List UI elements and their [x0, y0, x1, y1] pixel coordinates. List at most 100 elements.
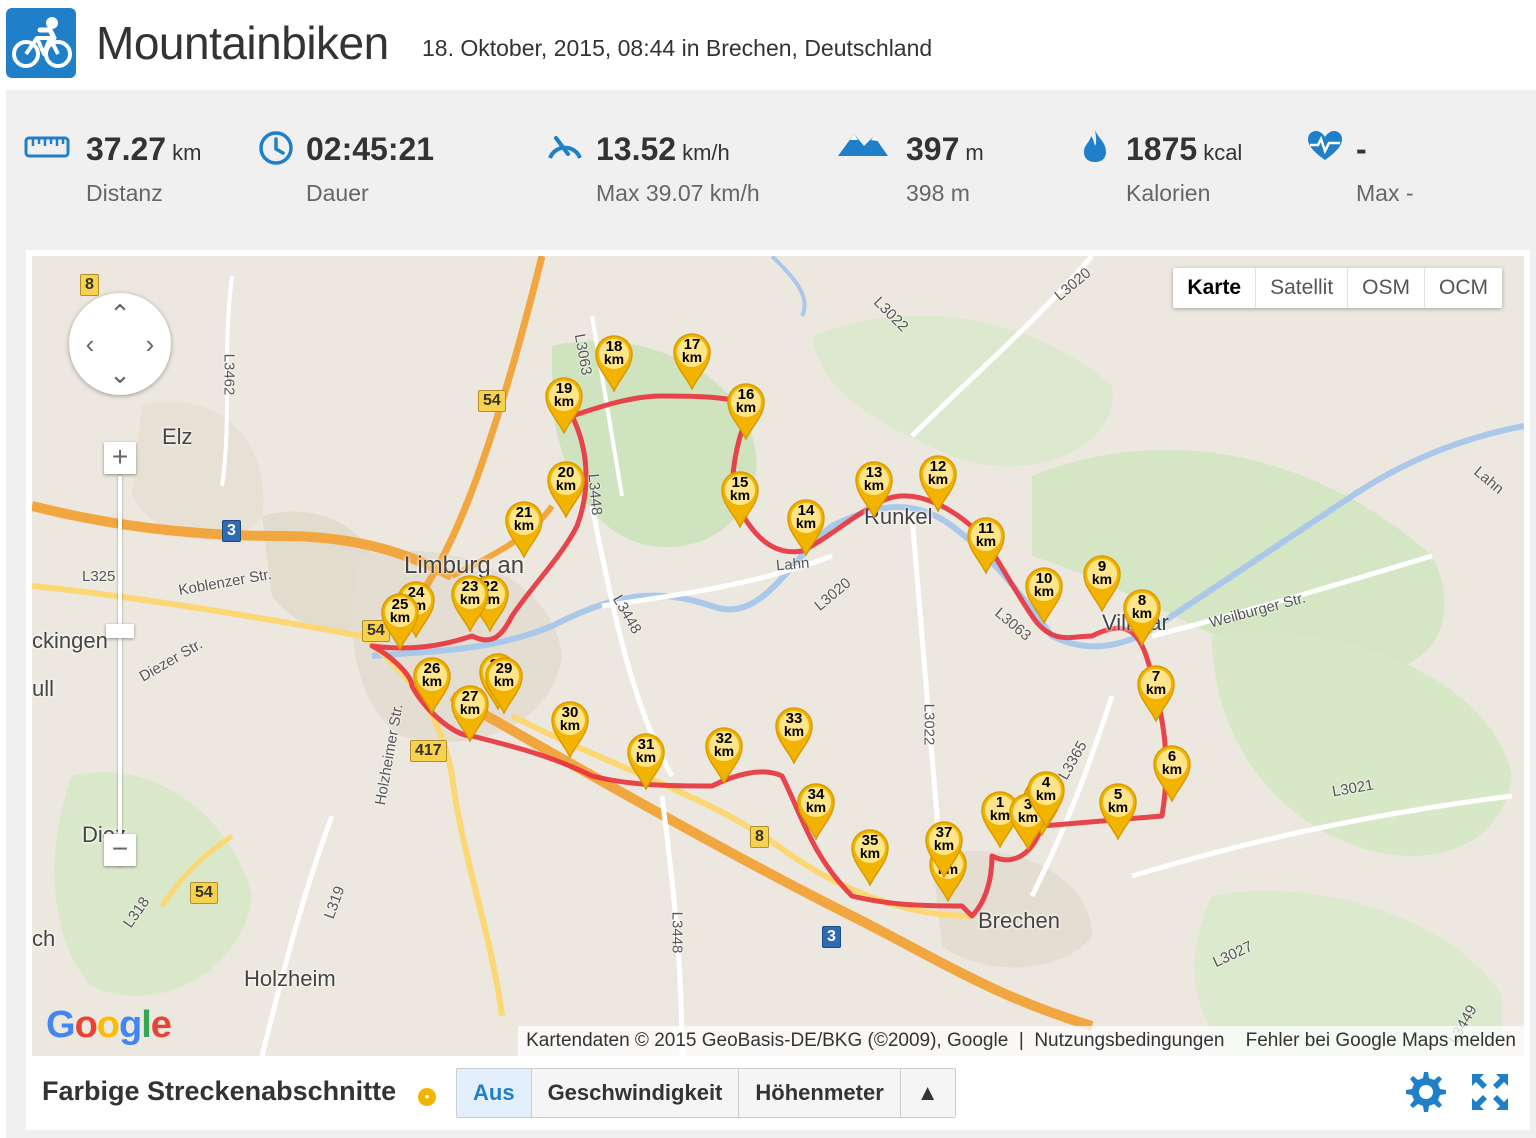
google-logo: Google — [46, 1004, 172, 1046]
pan-left-icon[interactable]: ‹ — [85, 329, 95, 359]
map-type-selector: Karte Satellit OSM OCM — [1173, 268, 1502, 308]
mountain-icon — [836, 128, 890, 163]
stat-value: - — [1356, 131, 1367, 167]
km-marker[interactable]: 19 km — [544, 376, 584, 434]
stat-value: 02:45:21 — [306, 131, 435, 167]
activity-date-location: 18. Oktober, 2015, 08:44 in Brechen, Deu… — [422, 35, 933, 61]
stat-label: 398 m — [906, 180, 970, 206]
km-marker[interactable]: 12 km — [918, 454, 958, 512]
place-label: Brechen — [978, 908, 1060, 933]
map-base-layer — [32, 256, 1524, 1056]
zoom-slider-track[interactable] — [118, 476, 122, 866]
road-shield: 54 — [478, 390, 506, 412]
map-type-osm[interactable]: OSM — [1347, 268, 1424, 308]
km-marker[interactable]: 17 km — [672, 332, 712, 390]
segment-elevation-button[interactable]: Höhenmeter — [738, 1069, 900, 1117]
map-type-karte[interactable]: Karte — [1187, 276, 1242, 299]
km-marker[interactable]: 10 km — [1024, 566, 1064, 624]
km-marker[interactable]: 7 km — [1136, 664, 1176, 722]
road-shield: 8 — [80, 274, 99, 296]
stat-label: Max - — [1356, 180, 1414, 206]
road-shield: 8 — [750, 826, 769, 848]
info-icon[interactable]: • — [418, 1088, 436, 1106]
km-marker[interactable]: 5 km — [1098, 782, 1138, 840]
pan-down-icon[interactable]: ⌄ — [109, 359, 131, 389]
km-marker[interactable]: 31 km — [626, 732, 666, 790]
km-marker[interactable]: 9 km — [1082, 554, 1122, 612]
km-marker[interactable]: 29 km — [484, 656, 524, 714]
pan-right-icon[interactable]: › — [145, 329, 155, 359]
pan-up-icon[interactable]: ⌃ — [109, 299, 131, 329]
km-marker[interactable]: 20 km — [546, 460, 586, 518]
segment-speed-button[interactable]: Geschwindigkeit — [530, 1069, 739, 1117]
km-marker[interactable]: 15 km — [720, 470, 760, 528]
stat-label: Max 39.07 km/h — [596, 180, 760, 206]
stat-value: 37.27 km — [86, 131, 202, 167]
km-marker[interactable]: 8 km — [1122, 588, 1162, 646]
road-shield: 54 — [362, 620, 390, 642]
ruler-icon — [24, 136, 70, 163]
place-label: Elz — [162, 424, 193, 449]
km-marker[interactable]: 37 km — [924, 820, 964, 878]
km-marker[interactable]: 16 km — [726, 382, 766, 440]
map-type-ocm[interactable]: OCM — [1424, 268, 1502, 308]
stat-heart-rate: - Max - — [1306, 90, 1506, 240]
clock-icon — [258, 130, 294, 171]
page-title: Mountainbiken — [96, 17, 389, 69]
km-marker[interactable]: 6 km — [1152, 744, 1192, 802]
segments-title: Farbige Streckenabschnitte — [42, 1076, 397, 1106]
stat-speed: 13.52 km/h Max 39.07 km/h — [546, 90, 806, 240]
map-pan-control[interactable]: ⌃ ⌄ ‹ › — [69, 293, 171, 395]
segment-off-button[interactable]: Aus — [457, 1069, 531, 1117]
road-label: L3022 — [920, 703, 938, 746]
road-label: L3462 — [220, 353, 238, 396]
place-label: ckingen — [32, 628, 108, 653]
km-marker[interactable]: 27 km — [450, 684, 490, 742]
stat-value: 13.52 km/h — [596, 131, 730, 167]
stat-elevation: 397 m 398 m — [836, 90, 1056, 240]
stat-value: 1875 kcal — [1126, 131, 1243, 167]
bicycle-icon — [6, 8, 76, 78]
zoom-slider-handle[interactable] — [106, 624, 134, 638]
km-marker[interactable]: 32 km — [704, 726, 744, 784]
place-label: ull — [32, 676, 55, 701]
collapse-button[interactable]: ▲ — [899, 1069, 955, 1117]
heart-rate-icon — [1306, 130, 1344, 167]
map-card: Elz Limburg an Runkel Villmar Brechen Ho… — [26, 250, 1530, 1130]
terms-link[interactable]: Nutzungsbedingungen — [1034, 1030, 1225, 1051]
stat-label: Dauer — [306, 180, 369, 206]
segments-bar: Farbige Streckenabschnitte • Aus Geschwi… — [26, 1062, 1530, 1122]
road-shield: 3 — [822, 926, 841, 948]
km-marker[interactable]: 14 km — [786, 498, 826, 556]
km-marker[interactable]: 25 km — [380, 592, 420, 650]
road-label: L3448 — [584, 472, 606, 517]
stat-calories: 1875 kcal Kalorien — [1080, 90, 1300, 240]
km-marker[interactable]: 1 km — [980, 790, 1020, 848]
report-error-link[interactable]: Fehler bei Google Maps melden — [1245, 1030, 1516, 1051]
stat-distance: 37.27 km Distanz — [24, 90, 254, 240]
km-marker[interactable]: 18 km — [594, 334, 634, 392]
zoom-in-button[interactable]: + — [104, 442, 136, 474]
speedometer-icon — [546, 128, 584, 167]
stat-label: Kalorien — [1126, 180, 1211, 206]
km-marker[interactable]: 4 km — [1026, 770, 1066, 828]
route-map[interactable]: Elz Limburg an Runkel Villmar Brechen Ho… — [32, 256, 1524, 1056]
place-label: Holzheim — [244, 966, 336, 991]
map-type-satellit[interactable]: Satellit — [1255, 268, 1347, 308]
km-marker[interactable]: 30 km — [550, 700, 590, 758]
road-label: L3448 — [668, 911, 686, 954]
zoom-out-button[interactable]: − — [104, 834, 136, 866]
km-marker[interactable]: 13 km — [854, 460, 894, 518]
km-marker[interactable]: 34 km — [796, 782, 836, 840]
km-marker[interactable]: 35 km — [850, 828, 890, 886]
road-label: L325 — [82, 568, 116, 585]
km-marker[interactable]: 21 km — [504, 500, 544, 558]
km-marker[interactable]: 23 km — [450, 574, 490, 632]
km-marker[interactable]: 33 km — [774, 706, 814, 764]
km-marker[interactable]: 26 km — [412, 656, 452, 714]
gear-icon[interactable] — [1404, 1070, 1448, 1114]
fullscreen-icon[interactable] — [1468, 1070, 1512, 1114]
segment-mode-selector: Aus Geschwindigkeit Höhenmeter ▲ — [456, 1068, 956, 1118]
km-marker[interactable]: 11 km — [966, 516, 1006, 574]
stat-value: 397 m — [906, 131, 984, 167]
